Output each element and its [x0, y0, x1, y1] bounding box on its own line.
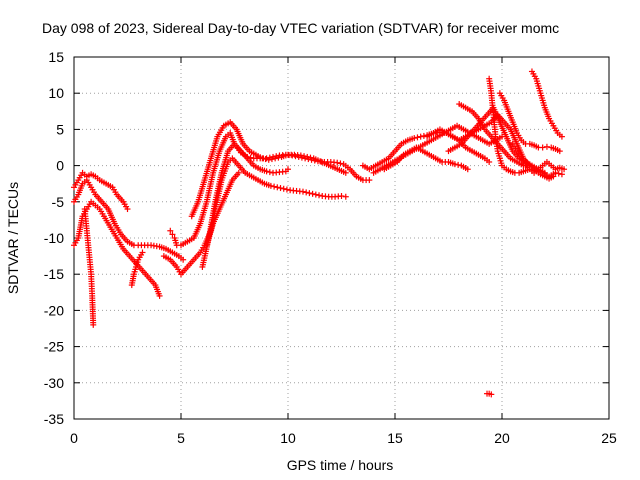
x-axis-label: GPS time / hours [287, 457, 394, 473]
data-point [301, 153, 308, 160]
x-tick-label: 10 [280, 430, 296, 446]
data-point [139, 249, 146, 256]
series-track-6 [167, 227, 180, 249]
data-points [71, 68, 568, 398]
y-tick-label: 10 [48, 85, 64, 101]
data-point [414, 134, 421, 141]
x-tick-label: 20 [494, 430, 510, 446]
y-tick-label: -5 [52, 194, 65, 210]
data-point [285, 166, 291, 173]
series-track-14 [381, 144, 471, 173]
data-point [266, 169, 273, 176]
data-point [306, 190, 313, 197]
series-track-20 [509, 140, 568, 176]
data-point [420, 132, 427, 139]
data-point [267, 182, 274, 189]
series-track-22 [484, 390, 495, 398]
data-point [309, 190, 316, 197]
y-tick-label: -25 [44, 339, 64, 355]
series-track-10 [199, 140, 291, 270]
x-tick-label: 15 [387, 430, 403, 446]
data-point [297, 152, 304, 159]
data-point [299, 188, 306, 195]
series-track-4 [81, 206, 97, 328]
data-point [342, 169, 349, 176]
data-point [337, 160, 344, 167]
series-track-11 [203, 169, 242, 249]
data-point [539, 144, 546, 151]
y-tick-label: -20 [44, 302, 64, 318]
y-tick-label: -30 [44, 375, 64, 391]
series-track-18 [456, 101, 533, 169]
data-point [156, 292, 163, 299]
data-point [334, 159, 341, 166]
data-point [283, 186, 290, 193]
data-point [550, 173, 557, 180]
data-point [411, 135, 418, 142]
data-point [268, 156, 275, 163]
data-point [271, 183, 278, 190]
data-point [417, 133, 424, 140]
data-point [307, 154, 314, 161]
y-tick-label: 15 [48, 49, 64, 65]
series-track-9 [188, 119, 349, 220]
x-tick-label: 5 [177, 430, 185, 446]
data-point [488, 391, 495, 398]
data-point [543, 143, 550, 150]
data-point [486, 158, 493, 165]
data-point [366, 177, 373, 184]
data-point [338, 193, 345, 200]
y-tick-label: -15 [44, 266, 64, 282]
data-point [280, 185, 287, 192]
y-tick-label: -10 [44, 230, 64, 246]
data-point [277, 185, 284, 192]
data-point [90, 321, 97, 328]
series-track-1 [71, 169, 131, 213]
data-point [342, 193, 349, 200]
data-point [180, 256, 187, 263]
data-point [556, 148, 563, 155]
data-point [262, 156, 269, 163]
y-axis-label: SDTVAR / TECUs [5, 182, 21, 294]
data-point [124, 206, 131, 213]
data-point [304, 153, 311, 160]
data-point [558, 171, 565, 178]
data-point [265, 156, 272, 163]
data-point [303, 189, 310, 196]
y-tick-label: 5 [56, 121, 64, 137]
data-point [464, 166, 471, 173]
data-point [316, 192, 323, 199]
data-point [274, 184, 281, 191]
y-tick-label: 0 [56, 158, 64, 174]
data-point [451, 161, 458, 168]
chart-title: Day 098 of 2023, Sidereal Day-to-day VTE… [42, 20, 559, 36]
data-point [259, 155, 266, 162]
data-point [312, 191, 319, 198]
data-point [167, 227, 174, 234]
series-track-2 [71, 177, 187, 263]
series-track-19 [496, 90, 563, 155]
data-point [169, 231, 176, 238]
series-track-8 [178, 130, 373, 249]
x-tick-label: 25 [601, 430, 617, 446]
x-tick-label: 0 [70, 430, 78, 446]
data-point [555, 170, 562, 177]
y-tick-label: -35 [44, 411, 64, 427]
data-point [263, 168, 270, 175]
series-track-5 [128, 249, 146, 289]
data-point [272, 155, 279, 162]
axis-ticks [73, 56, 610, 420]
x-tick-labels: 0 5 10 15 20 25 [70, 430, 617, 446]
data-point [561, 166, 568, 173]
series-track-21 [528, 68, 565, 140]
y-tick-labels: -35 -30 -25 -20 -15 -10 -5 0 5 10 15 [44, 49, 64, 427]
data-point [275, 154, 282, 161]
data-point [558, 133, 565, 140]
grid-lines [74, 57, 609, 419]
data-point [455, 161, 462, 168]
data-point [235, 169, 242, 176]
